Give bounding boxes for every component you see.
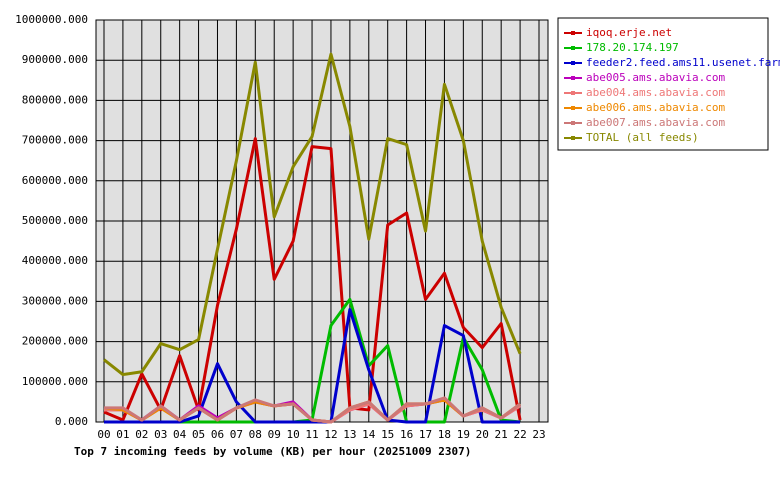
legend-label: abe005.ams.abavia.com <box>586 71 725 84</box>
legend-marker <box>571 61 575 65</box>
x-tick-label: 04 <box>173 428 187 441</box>
legend-label: abe006.ams.abavia.com <box>586 101 725 114</box>
x-tick-label: 16 <box>400 428 413 441</box>
x-tick-label: 09 <box>268 428 281 441</box>
series-line <box>103 52 522 377</box>
x-tick-label: 11 <box>305 428 318 441</box>
x-tick-label: 23 <box>532 428 545 441</box>
series-line <box>104 396 521 424</box>
y-tick-label: 100000.000 <box>22 375 88 388</box>
legend <box>557 17 769 151</box>
x-tick-label: 13 <box>343 428 356 441</box>
legend-marker <box>571 106 575 110</box>
x-tick-label: 03 <box>154 428 167 441</box>
y-tick-label: 500000.000 <box>22 214 88 227</box>
x-tick-label: 15 <box>381 428 394 441</box>
y-tick-label: 1000000.000 <box>15 13 88 26</box>
x-tick-label: 14 <box>362 428 376 441</box>
legend-label: feeder2.feed.ams11.usenet.farm <box>586 56 780 69</box>
x-tick-label: 21 <box>495 428 508 441</box>
x-tick-label: 02 <box>135 428 148 441</box>
y-tick-label: 300000.000 <box>22 294 88 307</box>
y-tick-label: 600000.000 <box>22 174 88 187</box>
series-line <box>104 307 521 424</box>
x-tick-label: 06 <box>211 428 224 441</box>
legend-label: abe004.ams.abavia.com <box>586 86 725 99</box>
series-line <box>103 137 522 422</box>
x-tick-label: 01 <box>116 428 129 441</box>
y-tick-label: 400000.000 <box>22 254 88 267</box>
y-tick-label: 200000.000 <box>22 335 88 348</box>
y-tick-label: 800000.000 <box>22 93 88 106</box>
x-tick-label: 17 <box>419 428 432 441</box>
x-tick-label: 10 <box>287 428 300 441</box>
legend-label: abe007.ams.abavia.com <box>586 116 725 129</box>
x-tick-label: 22 <box>513 428 526 441</box>
x-tick-label: 12 <box>324 428 337 441</box>
chart-title: Top 7 incoming feeds by volume (KB) per … <box>74 445 471 458</box>
x-tick-label: 18 <box>438 428 451 441</box>
x-tick-label: 07 <box>230 428 243 441</box>
x-tick-label: 00 <box>97 428 110 441</box>
y-tick-label: 0.000 <box>55 415 88 428</box>
legend-label: TOTAL (all feeds) <box>586 131 699 144</box>
legend-marker <box>571 91 575 95</box>
legend-marker <box>571 76 575 80</box>
x-tick-label: 19 <box>457 428 470 441</box>
x-tick-label: 08 <box>249 428 262 441</box>
y-tick-label: 700000.000 <box>22 134 88 147</box>
legend-label: iqoq.erje.net <box>586 26 672 39</box>
x-tick-label: 20 <box>476 428 489 441</box>
y-tick-label: 900000.000 <box>22 53 88 66</box>
x-tick-label: 05 <box>192 428 205 441</box>
legend-marker <box>571 46 575 50</box>
legend-marker <box>571 136 575 140</box>
legend-label: 178.20.174.197 <box>586 41 679 54</box>
legend-marker <box>571 121 575 125</box>
legend-marker <box>571 31 575 35</box>
